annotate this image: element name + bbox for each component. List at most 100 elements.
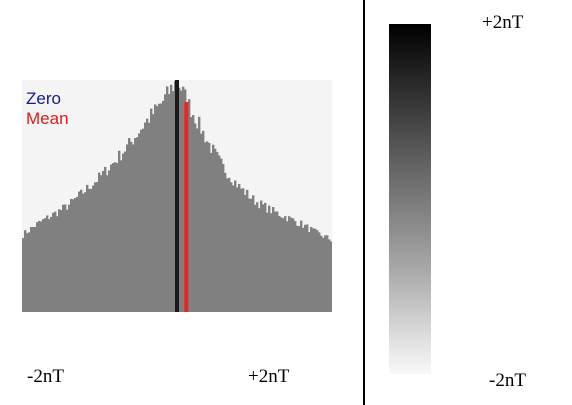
histogram-bar bbox=[328, 239, 331, 312]
histogram-bar bbox=[250, 198, 253, 312]
histogram-bar bbox=[312, 228, 315, 312]
panel-divider bbox=[363, 0, 365, 405]
histogram-bar bbox=[220, 158, 223, 312]
histogram-bar bbox=[82, 193, 85, 312]
histogram-bar bbox=[252, 195, 255, 312]
histogram-bar bbox=[70, 198, 73, 312]
histogram-bar bbox=[106, 175, 109, 312]
histogram-bar bbox=[160, 103, 163, 312]
histogram-bar bbox=[238, 184, 241, 312]
histogram-bar bbox=[242, 188, 245, 312]
histogram-bar bbox=[228, 177, 231, 312]
histogram-bar bbox=[216, 152, 219, 312]
histogram-bar bbox=[172, 91, 175, 312]
histogram-bar bbox=[156, 106, 159, 312]
histogram-bar bbox=[320, 235, 323, 312]
histogram-bar bbox=[74, 197, 77, 312]
histogram-bar bbox=[146, 118, 149, 312]
histogram-bar bbox=[26, 233, 29, 312]
colorbar bbox=[389, 24, 431, 374]
histogram-bar bbox=[170, 84, 173, 312]
histogram-bar bbox=[236, 187, 239, 312]
histogram-bar bbox=[324, 235, 327, 312]
histogram-bar bbox=[272, 207, 275, 312]
histogram-bar bbox=[214, 148, 217, 312]
histogram-bar bbox=[248, 198, 251, 312]
histogram-bar bbox=[284, 216, 287, 312]
histogram-bar bbox=[300, 220, 303, 312]
histogram-bar bbox=[86, 184, 89, 312]
histogram-bar bbox=[330, 241, 332, 312]
histogram-bar bbox=[276, 211, 279, 312]
histogram-bar bbox=[128, 138, 131, 312]
histogram-bar bbox=[104, 166, 107, 312]
histogram-bar bbox=[126, 144, 129, 312]
histogram-bar bbox=[68, 204, 71, 312]
histogram-bar bbox=[206, 141, 209, 312]
histogram-bar bbox=[116, 163, 119, 312]
histogram-bar bbox=[210, 152, 213, 312]
legend-mean: Mean bbox=[26, 109, 69, 128]
histogram-bar bbox=[164, 94, 167, 312]
histogram-bar bbox=[150, 108, 153, 312]
histogram-bar bbox=[112, 163, 115, 312]
colorbar-max-label: +2nT bbox=[482, 12, 524, 33]
histogram-bar bbox=[64, 204, 67, 312]
legend-zero: Zero bbox=[26, 89, 61, 108]
histogram-bar bbox=[130, 141, 133, 312]
histogram-bar bbox=[280, 217, 283, 312]
histogram-bar bbox=[140, 129, 143, 312]
histogram-bar bbox=[30, 226, 33, 312]
histogram-bar bbox=[240, 188, 243, 312]
histogram-bar bbox=[260, 200, 263, 312]
histogram-bar bbox=[224, 172, 227, 312]
histogram-bar bbox=[34, 227, 37, 312]
mean-line bbox=[184, 102, 189, 312]
histogram-panel: Zero Mean -2nT +2nT bbox=[22, 80, 332, 387]
histogram-bar bbox=[190, 117, 193, 312]
histogram-bar bbox=[318, 232, 321, 312]
histogram-bar bbox=[100, 175, 103, 312]
histogram-bar bbox=[42, 219, 45, 312]
histogram-bar bbox=[208, 142, 211, 312]
histogram-bar bbox=[306, 224, 309, 312]
histogram-bar bbox=[80, 189, 83, 312]
histogram-bar bbox=[178, 87, 181, 312]
histogram-bar bbox=[262, 204, 265, 312]
histogram-bar bbox=[196, 128, 199, 312]
histogram-bar bbox=[56, 216, 59, 312]
histogram-bar bbox=[46, 215, 49, 312]
histogram-bar bbox=[254, 204, 257, 312]
histogram-bar bbox=[310, 226, 313, 312]
histogram-bar bbox=[84, 192, 87, 312]
histogram-bar bbox=[270, 213, 273, 312]
histogram-bar bbox=[66, 209, 69, 312]
histogram-bar bbox=[44, 218, 47, 312]
histogram-bar bbox=[114, 162, 117, 312]
histogram-plot bbox=[22, 80, 332, 312]
histogram-bar bbox=[212, 144, 215, 312]
histogram-bar bbox=[78, 191, 81, 312]
histogram-bar bbox=[134, 138, 137, 312]
histogram-bar bbox=[288, 216, 291, 312]
x-axis-max-label: +2nT bbox=[248, 366, 290, 387]
histogram-bar bbox=[294, 221, 297, 312]
histogram-bar bbox=[230, 182, 233, 312]
histogram-bar bbox=[142, 128, 145, 312]
histogram-bar bbox=[282, 218, 285, 312]
histogram-bar bbox=[278, 216, 281, 312]
histogram-bar bbox=[32, 226, 35, 312]
histogram-bar bbox=[292, 218, 295, 312]
histogram-bar bbox=[52, 212, 55, 312]
histogram-bar bbox=[264, 202, 267, 312]
histogram-bar bbox=[98, 172, 101, 312]
histogram-bar bbox=[108, 170, 111, 312]
histogram-bar bbox=[154, 104, 157, 312]
histogram-bar bbox=[40, 221, 43, 312]
histogram-bar bbox=[48, 219, 51, 312]
histogram-bar bbox=[204, 142, 207, 312]
histogram-bar bbox=[22, 238, 25, 312]
histogram-bar bbox=[158, 103, 161, 312]
histogram-bar bbox=[218, 155, 221, 312]
histogram-bar bbox=[94, 182, 97, 312]
